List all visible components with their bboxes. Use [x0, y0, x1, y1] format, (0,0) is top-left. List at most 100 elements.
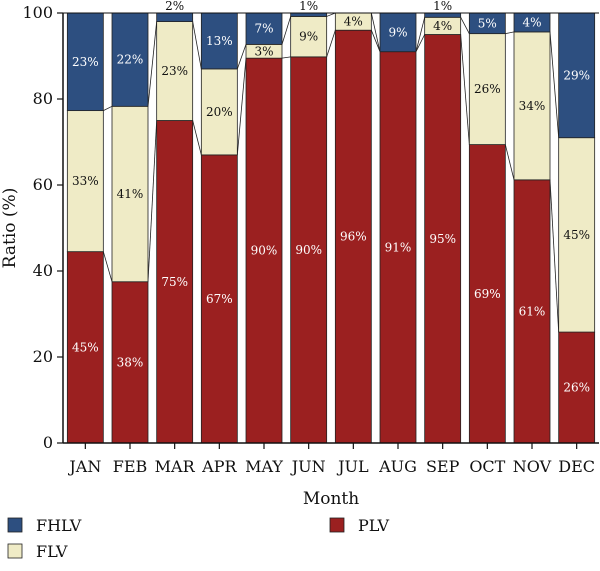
- connector-line: [147, 21, 158, 107]
- legend-swatch-plv: [329, 517, 345, 533]
- bar-flv-jun: [290, 16, 328, 58]
- label-flv-apr: 20%: [206, 105, 233, 119]
- connector-line: [236, 44, 247, 70]
- x-axis-title: Month: [303, 489, 359, 509]
- y-tick-label: 60: [33, 175, 53, 194]
- bar-fhlv-feb: [111, 12, 149, 107]
- bar-fhlv-dec: [558, 12, 596, 139]
- x-tick-label-mar: MAR: [155, 457, 196, 476]
- bar-fhlv-jun: [290, 12, 328, 17]
- y-tick-label: 100: [22, 3, 53, 22]
- label-fhlv-apr: 13%: [206, 34, 233, 48]
- connector-line: [103, 105, 113, 111]
- connector-line: [505, 31, 515, 35]
- connector-line: [326, 12, 336, 17]
- legend: FHLV FLV PLV: [7, 516, 389, 561]
- x-tick-label-jul: JUL: [336, 457, 369, 476]
- label-flv-dec: 45%: [563, 228, 590, 242]
- bar-fhlv-aug: [379, 12, 417, 53]
- label-plv-sep: 95%: [429, 232, 456, 246]
- connector-line: [415, 34, 426, 52]
- bar-plv-apr: [200, 154, 238, 444]
- label-plv-jul: 96%: [340, 230, 367, 244]
- label-fhlv-nov: 4%: [522, 15, 541, 29]
- bar-plv-mar: [156, 120, 194, 444]
- connector-line: [370, 30, 381, 52]
- connector-line: [281, 56, 291, 59]
- label-flv-oct: 26%: [474, 82, 501, 96]
- bars-layer: [66, 12, 596, 444]
- bar-flv-dec: [558, 137, 596, 333]
- label-flv-may: 3%: [254, 44, 273, 58]
- bar-flv-nov: [513, 31, 551, 181]
- bar-fhlv-jan: [66, 12, 104, 112]
- x-tick-label-oct: OCT: [469, 457, 505, 476]
- label-fhlv-oct: 5%: [478, 16, 497, 30]
- x-ticks-layer: JAN FEB MAR APR MAY JUN JUL AUG SEP OCT NOV DEC: [67, 443, 595, 476]
- x-tick-label-nov: NOV: [513, 457, 552, 476]
- label-plv-mar: 75%: [161, 275, 188, 289]
- y-tick-label: 20: [33, 347, 53, 366]
- legend-swatch-flv: [7, 543, 23, 559]
- label-plv-oct: 69%: [474, 287, 501, 301]
- connector-line: [460, 34, 470, 145]
- label-plv-nov: 61%: [519, 304, 546, 318]
- bar-plv-sep: [424, 34, 462, 444]
- y-ticks-layer: 0 20 40 60 80 100: [22, 3, 63, 452]
- bar-fhlv-mar: [156, 12, 194, 23]
- label-fhlv-jun: 1%: [299, 0, 318, 13]
- label-flv-mar: 23%: [161, 64, 188, 78]
- x-tick-label-aug: AUG: [378, 457, 417, 476]
- label-fhlv-feb: 22%: [117, 53, 144, 67]
- label-flv-nov: 34%: [519, 99, 546, 113]
- axes-layer: [62, 12, 599, 444]
- legend-swatch-fhlv: [7, 517, 23, 533]
- bar-plv-may: [245, 57, 283, 444]
- label-flv-jan: 33%: [72, 174, 99, 188]
- label-plv-feb: 38%: [117, 355, 144, 369]
- x-tick-label-apr: APR: [201, 457, 237, 476]
- y-tick-label: 0: [43, 433, 53, 452]
- label-plv-aug: 91%: [385, 240, 412, 254]
- label-fhlv-sep: 1%: [433, 0, 452, 13]
- connector-line: [460, 17, 470, 34]
- label-plv-may: 90%: [251, 244, 278, 258]
- bar-labels-layer: 45% 33% 23% 38% 41% 22% 75% 23% 2% 67% 20% 13% 90% 3%…: [72, 0, 590, 395]
- x-tick-label-may: MAY: [245, 457, 283, 476]
- label-plv-jan: 45%: [72, 340, 99, 354]
- connector-line: [370, 12, 381, 52]
- label-fhlv-jan: 23%: [72, 55, 99, 69]
- bar-plv-jun: [290, 56, 328, 444]
- label-plv-jun: 90%: [295, 243, 322, 257]
- connector-line: [236, 58, 247, 155]
- y-axis-title: Ratio (%): [0, 188, 20, 269]
- legend-label-plv: PLV: [358, 516, 389, 535]
- label-flv-jul: 4%: [344, 15, 363, 29]
- x-tick-label-feb: FEB: [113, 457, 148, 476]
- connector-line: [504, 144, 515, 180]
- legend-label-fhlv: FHLV: [36, 516, 82, 535]
- label-plv-dec: 26%: [563, 381, 590, 395]
- label-flv-jun: 9%: [299, 30, 318, 44]
- connector-line: [415, 17, 426, 52]
- connector-line: [326, 30, 336, 57]
- label-fhlv-dec: 29%: [563, 68, 590, 82]
- x-tick-label-dec: DEC: [558, 457, 595, 476]
- bar-fhlv-sep: [424, 12, 462, 18]
- label-fhlv-may: 7%: [254, 22, 273, 36]
- y-tick-label: 80: [33, 89, 53, 108]
- bar-plv-jul: [334, 29, 372, 444]
- label-fhlv-aug: 9%: [388, 25, 407, 39]
- bar-flv-oct: [468, 33, 506, 145]
- label-flv-feb: 41%: [117, 187, 144, 201]
- x-tick-label-jun: JUN: [290, 457, 326, 476]
- stack-connector-lines: [102, 12, 560, 333]
- connector-line: [549, 31, 560, 138]
- connector-line: [549, 179, 560, 333]
- connector-line: [192, 120, 202, 155]
- connector-line: [281, 16, 292, 45]
- label-flv-sep: 4%: [433, 19, 452, 33]
- connector-line: [192, 21, 202, 69]
